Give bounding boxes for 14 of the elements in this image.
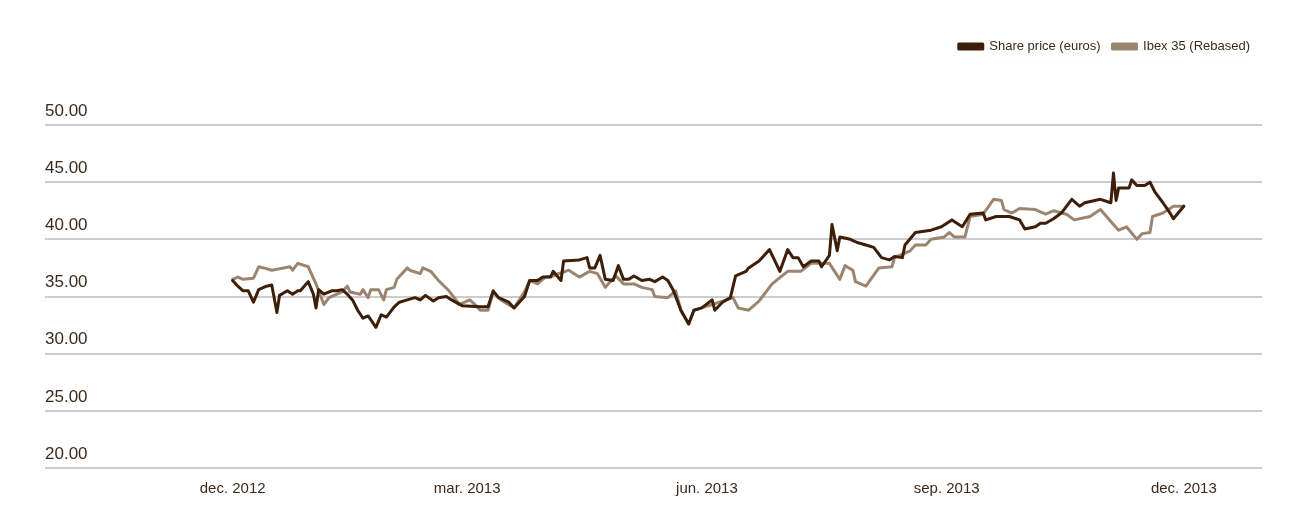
x-tick-label: jun. 2013 (675, 479, 738, 497)
x-tick-label: dec. 2012 (199, 479, 266, 497)
y-tick-label: 40.00 (45, 215, 88, 235)
y-tick-label: 50.00 (45, 100, 88, 120)
legend-label: Share price (euros) (989, 38, 1101, 54)
x-tick-label: sep. 2013 (913, 479, 980, 497)
y-tick-label: 20.00 (45, 443, 88, 463)
x-tick-label: dec. 2013 (1150, 479, 1217, 497)
y-tick-label: 35.00 (45, 272, 88, 292)
y-tick-label: 45.00 (45, 157, 88, 177)
legend-label: Ibex 35 (Rebased) (1143, 38, 1250, 54)
y-tick-label: 30.00 (45, 329, 88, 349)
x-tick-label: mar. 2013 (433, 479, 501, 497)
y-tick-label: 25.00 (45, 386, 88, 406)
